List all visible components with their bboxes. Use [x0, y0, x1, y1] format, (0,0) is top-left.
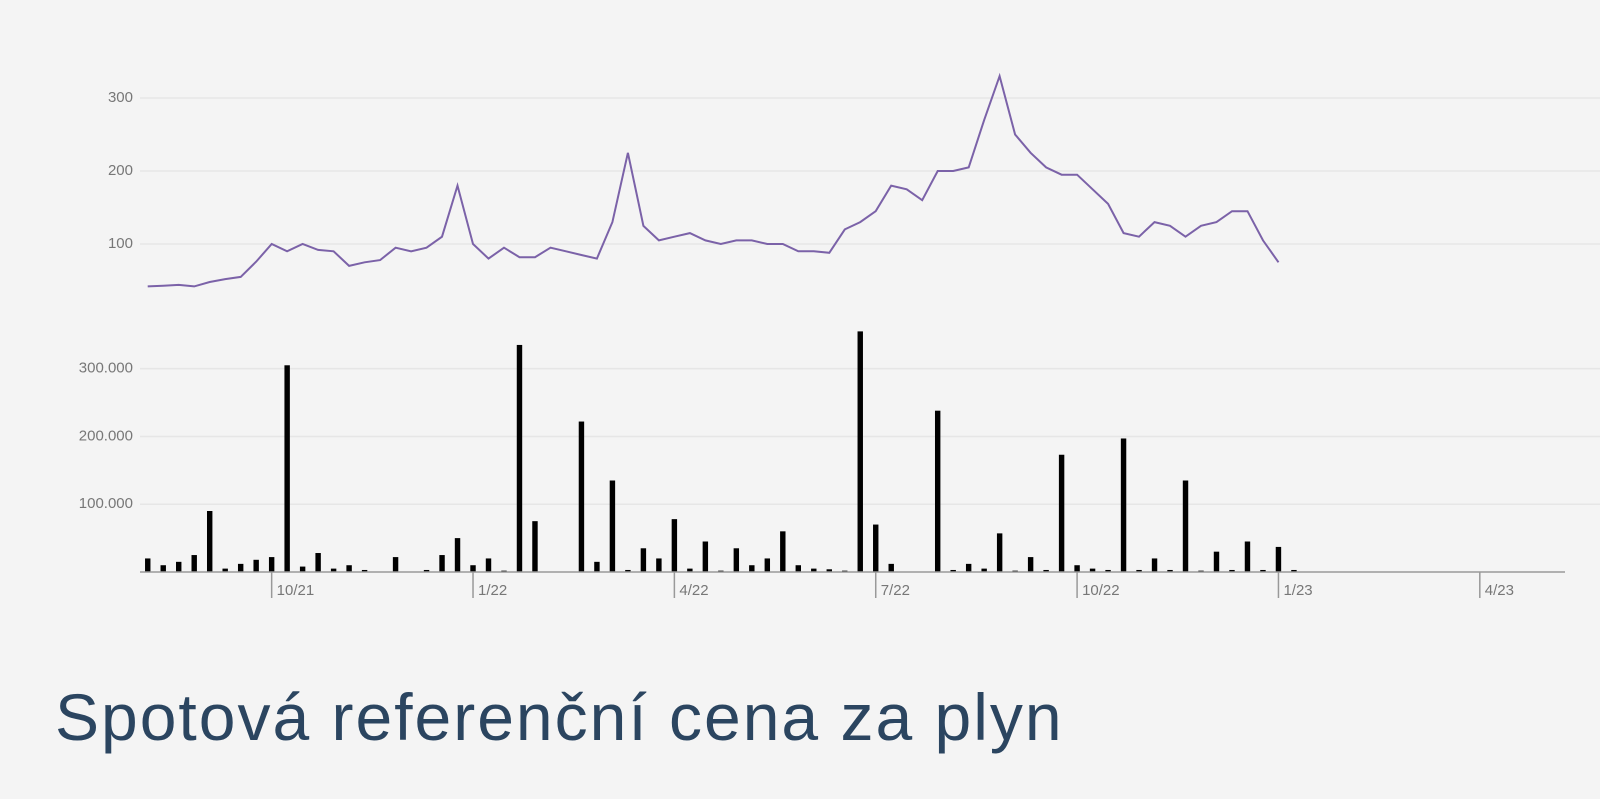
- x-tick-label: 4/22: [679, 582, 708, 599]
- bar: [811, 568, 817, 572]
- bar: [733, 548, 740, 572]
- bar: [609, 480, 616, 572]
- bar: [996, 533, 1003, 572]
- bar: [532, 521, 538, 572]
- y-tick-label: 100.000: [79, 495, 133, 512]
- y-tick-label: 300: [108, 89, 133, 106]
- bar: [950, 569, 956, 572]
- bar: [361, 569, 368, 572]
- bar: [671, 519, 678, 572]
- bar: [1058, 454, 1065, 572]
- x-tick-label: 1/22: [478, 582, 507, 599]
- bar: [253, 559, 259, 572]
- bar: [1120, 438, 1127, 572]
- bar: [160, 565, 166, 572]
- bar: [330, 568, 337, 572]
- bar: [1260, 569, 1266, 572]
- bar: [222, 568, 228, 572]
- bar: [1043, 569, 1049, 572]
- bar: [625, 569, 631, 572]
- bar: [857, 331, 863, 572]
- bar: [1105, 569, 1111, 572]
- bar: [470, 565, 476, 572]
- bar: [176, 561, 182, 572]
- bar: [1182, 480, 1189, 572]
- bar: [1167, 569, 1173, 572]
- bar: [1074, 565, 1080, 572]
- bar: [1229, 569, 1235, 572]
- bar: [439, 555, 445, 572]
- bar: [873, 524, 879, 572]
- y-tick-label: 300.000: [79, 360, 133, 377]
- bar: [965, 563, 972, 572]
- bar: [206, 511, 213, 572]
- bar: [764, 558, 771, 572]
- bar: [1089, 568, 1096, 572]
- bar: [687, 568, 693, 572]
- bar: [237, 563, 244, 572]
- bar: [1213, 551, 1220, 572]
- bar: [392, 557, 399, 572]
- bar: [346, 565, 352, 572]
- x-tick-label: 4/23: [1485, 582, 1514, 599]
- x-tick-label: 1/23: [1283, 582, 1312, 599]
- bar: [888, 563, 894, 572]
- bar: [284, 365, 290, 572]
- bar: [702, 541, 709, 572]
- bar: [578, 421, 585, 572]
- bar: [268, 557, 275, 572]
- bar: [191, 555, 197, 572]
- bar: [1244, 541, 1251, 572]
- bar: [1291, 569, 1297, 572]
- bar: [656, 558, 662, 572]
- y-tick-label: 200.000: [79, 427, 133, 444]
- bar: [780, 531, 786, 572]
- bar: [1136, 569, 1142, 572]
- bar: [1275, 546, 1282, 572]
- bar: [145, 558, 151, 572]
- bar: [594, 561, 600, 572]
- x-tick-label: 10/22: [1082, 582, 1120, 599]
- bar: [454, 538, 461, 572]
- price-line: [147, 72, 1280, 288]
- bar: [516, 344, 523, 572]
- bar: [1151, 558, 1158, 572]
- bar: [1027, 557, 1034, 572]
- bar: [749, 565, 755, 572]
- bar: [299, 566, 306, 572]
- bar: [934, 410, 941, 572]
- y-tick-label: 200: [108, 162, 133, 179]
- bar: [640, 548, 647, 572]
- bar: [423, 569, 430, 572]
- bar: [485, 558, 492, 572]
- bar: [981, 568, 987, 572]
- x-tick-label: 7/22: [881, 582, 910, 599]
- x-tick-label: 10/21: [277, 582, 315, 599]
- page-title: Spotová referenční cena za plyn: [55, 680, 1064, 754]
- y-tick-label: 100: [108, 235, 133, 252]
- bar: [826, 569, 832, 572]
- bar: [315, 553, 321, 572]
- bar: [795, 565, 801, 572]
